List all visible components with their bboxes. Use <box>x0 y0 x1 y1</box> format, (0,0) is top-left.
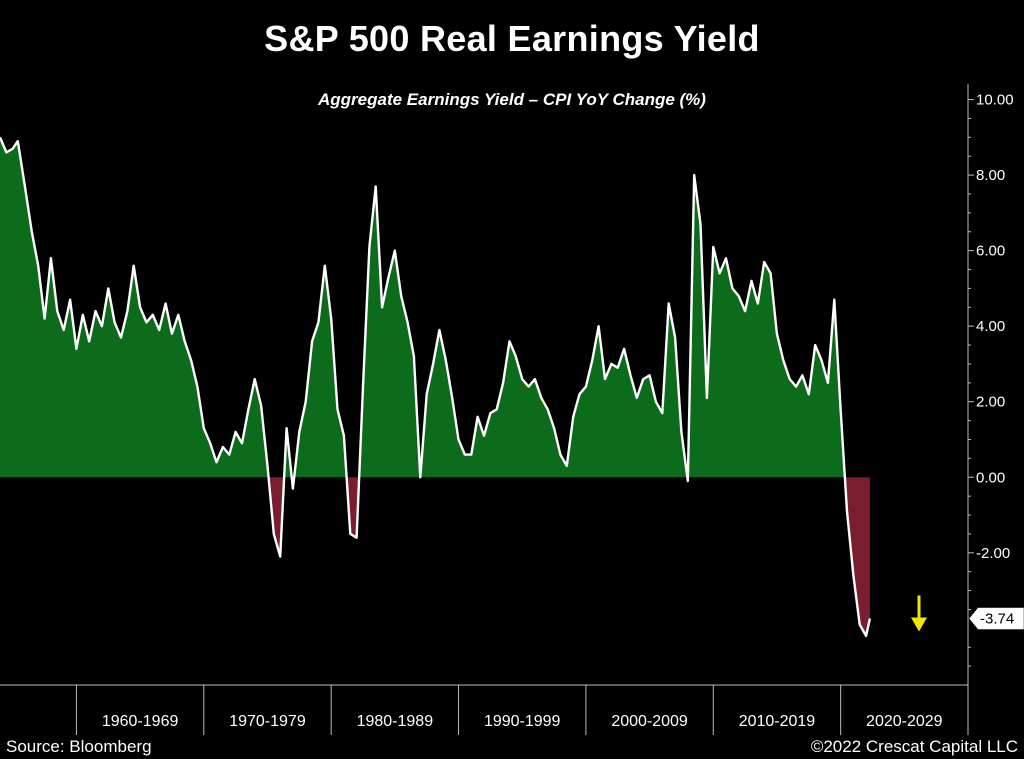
last-value-callout <box>968 607 1024 630</box>
y-tick-label: 2.00 <box>976 394 1005 411</box>
positive-area <box>0 137 870 478</box>
x-tick-label: 1980-1989 <box>357 713 434 730</box>
y-tick-label: 6.00 <box>976 243 1005 260</box>
axis-layer <box>0 84 974 735</box>
x-tick-label: 2000-2009 <box>611 713 688 730</box>
chart-subtitle: Aggregate Earnings Yield – CPI YoY Chang… <box>318 90 706 109</box>
label-layer: 10.00 8.00 6.00 4.00 2.00 0.00 -2.00 1960-1969 1… <box>102 92 1024 730</box>
area-layer <box>0 137 870 636</box>
y-tick-label: 0.00 <box>976 469 1005 486</box>
x-tick-label: 1970-1979 <box>229 713 306 730</box>
y-tick-label: 10.00 <box>976 92 1014 109</box>
x-tick-label: 1990-1999 <box>484 713 561 730</box>
y-tick-label: 4.00 <box>976 318 1005 335</box>
x-tick-label: 2020-2029 <box>866 713 943 730</box>
chart-title: S&P 500 Real Earnings Yield <box>264 18 760 59</box>
last-value-label: -3.74 <box>980 611 1014 628</box>
series-line <box>0 136 872 638</box>
line-layer <box>0 136 872 638</box>
down-arrow-head-icon <box>911 617 927 632</box>
y-tick-label: 8.00 <box>976 167 1005 184</box>
x-tick-label: 1960-1969 <box>102 713 179 730</box>
source-note: Source: Bloomberg <box>6 737 152 756</box>
y-tick-label: -2.00 <box>976 545 1010 562</box>
copyright-note: ©2022 Crescat Capital LLC <box>810 737 1018 756</box>
x-tick-label: 2010-2019 <box>739 713 816 730</box>
